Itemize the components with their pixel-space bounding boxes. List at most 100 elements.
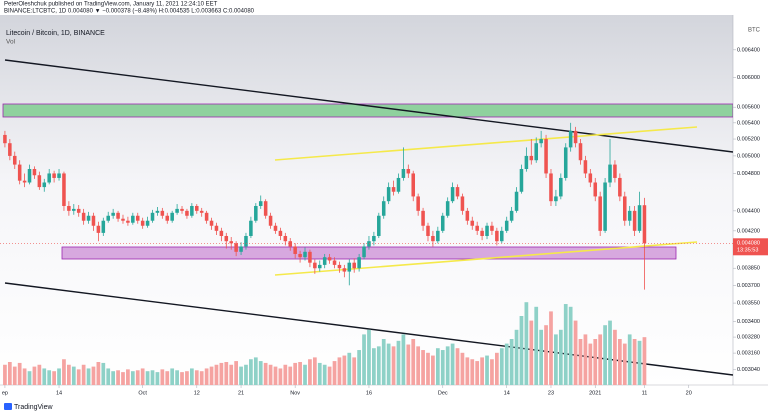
y-tick-label: 0.004800 <box>737 171 760 177</box>
candle-body <box>288 241 293 247</box>
volume-bar <box>563 304 568 385</box>
channel-line <box>274 126 698 161</box>
trend-line <box>4 59 733 153</box>
volume-bar <box>317 362 322 385</box>
volume-bar <box>312 357 317 385</box>
candle-body <box>303 251 307 258</box>
x-tick-label: 23 <box>548 390 554 396</box>
candle-body <box>549 173 553 202</box>
chart-title: Litecoin / Bitcoin, 1D, BINANCE <box>6 30 105 37</box>
volume-bar <box>194 370 199 385</box>
volume-bar <box>81 364 86 385</box>
volume-bar <box>253 357 258 385</box>
candle-body <box>121 218 125 221</box>
volume-bar <box>622 343 627 385</box>
y-tick-label: 0.005600 <box>737 105 760 111</box>
volume-bar <box>470 359 475 385</box>
volume-bar <box>62 359 66 385</box>
candle-body <box>273 225 278 231</box>
volume-bar <box>593 339 598 385</box>
volume-bar <box>116 370 120 385</box>
y-tick-label: 0.004200 <box>737 228 760 234</box>
x-tick-label: Oct <box>138 390 147 396</box>
candle-body <box>347 262 352 272</box>
candle-body <box>416 196 420 211</box>
x-tick-label: Nov <box>290 390 300 396</box>
volume-bar <box>450 343 455 385</box>
brand: TradingView <box>14 404 53 411</box>
candle-body <box>47 173 51 183</box>
volume-bar <box>111 371 116 385</box>
candle-body <box>603 182 607 231</box>
candle-body <box>86 215 91 221</box>
x-tick-label: Dec <box>438 390 448 396</box>
candle-body <box>490 225 494 231</box>
candle-body <box>539 139 543 144</box>
volume-bar <box>288 366 293 385</box>
candle-body <box>332 260 337 265</box>
candle-body <box>209 220 214 226</box>
candle-body <box>588 173 593 183</box>
volume-bar <box>372 348 376 385</box>
candle-body <box>465 210 470 221</box>
x-tick-label: 14 <box>504 390 510 396</box>
y-tick-label: 0.005200 <box>737 137 760 143</box>
volume-bar <box>608 320 612 385</box>
candle-body <box>504 220 509 231</box>
candle-layer <box>3 122 647 290</box>
volume-bar <box>258 361 263 385</box>
volume-bar <box>544 325 548 385</box>
candle-body <box>239 246 243 252</box>
candle-body <box>308 251 312 263</box>
candle-body <box>155 210 160 213</box>
candle-body <box>568 130 573 148</box>
candle-body <box>519 168 524 192</box>
candle-body <box>327 257 332 261</box>
volume-bar <box>401 334 406 385</box>
candle-body <box>199 210 204 213</box>
candle-body <box>632 210 637 231</box>
candle-body <box>8 143 12 156</box>
candle-body <box>204 212 209 221</box>
volume-bar <box>627 334 632 385</box>
volume-bar <box>189 368 194 385</box>
candle-body <box>150 212 155 221</box>
candle-body <box>42 182 47 188</box>
volume-bar <box>499 348 504 385</box>
candle-body <box>170 212 174 221</box>
volume-bar <box>219 362 224 385</box>
volume-bar <box>480 357 484 385</box>
y-tick-label: 0.003550 <box>737 301 760 307</box>
candle-body <box>234 243 238 252</box>
candle-body <box>406 168 411 174</box>
volume-bar <box>249 359 253 385</box>
candle-body <box>495 230 499 242</box>
volume-bar <box>504 343 509 385</box>
candle-body <box>623 196 627 221</box>
volume-bar <box>101 362 106 385</box>
candle-body <box>529 155 534 161</box>
candle-body <box>81 212 86 221</box>
volume-bar <box>160 369 165 385</box>
volume-bar <box>327 366 332 385</box>
candle-body <box>185 210 189 216</box>
candle-body <box>593 182 598 197</box>
volume-bar <box>465 357 470 385</box>
candle-body <box>563 147 568 178</box>
candle-body <box>421 210 425 226</box>
volume-bar <box>637 340 642 385</box>
volume-bar <box>632 339 637 385</box>
candle-body <box>618 177 622 197</box>
y-tick-label: 0.003160 <box>737 351 760 357</box>
volume-bar <box>76 369 81 385</box>
volume-bar <box>170 368 175 385</box>
volume-bar <box>239 366 243 385</box>
volume-bar <box>391 346 396 385</box>
candle-body <box>175 208 179 213</box>
y-tick-label: 0.004400 <box>737 208 760 214</box>
volume-bar <box>175 370 179 385</box>
candle-body <box>573 130 578 144</box>
candle-body <box>485 225 489 236</box>
volume-bar <box>509 339 514 385</box>
candle-body <box>554 196 558 202</box>
